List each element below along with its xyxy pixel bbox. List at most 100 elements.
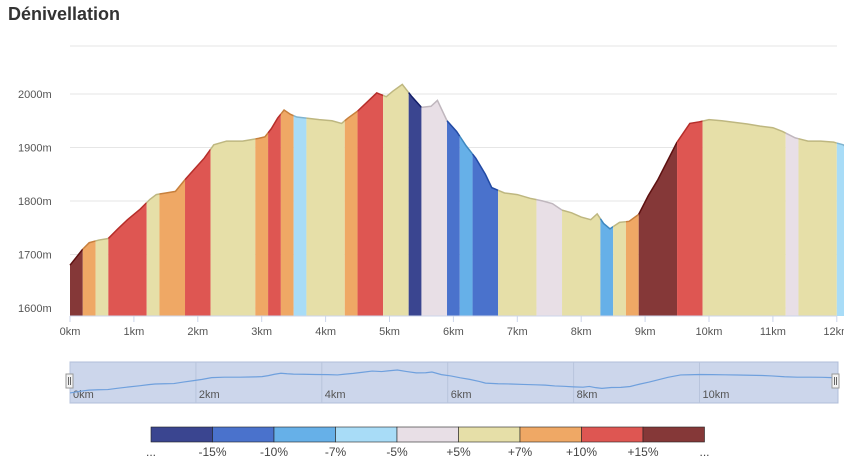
segment-outline: [785, 132, 799, 140]
legend-label: -10%: [260, 445, 288, 459]
legend-swatch: [581, 426, 644, 443]
grade-segment[interactable]: [536, 199, 563, 316]
y-tick-label: 1600m: [18, 303, 52, 315]
navigator-handle-right[interactable]: [831, 373, 840, 389]
grade-segment[interactable]: [785, 133, 799, 316]
grade-segment[interactable]: [383, 84, 409, 317]
grade-segment[interactable]: [357, 92, 384, 317]
legend: ... -15% -10% -7% -5% +5% +7% +10% +15%...: [146, 426, 710, 459]
segment-outline: [536, 198, 563, 211]
grade-segment[interactable]: [498, 190, 537, 316]
grade-segment[interactable]: [306, 118, 345, 316]
x-tick-label: 9km: [635, 326, 656, 338]
segment-outline: [836, 142, 844, 147]
grade-segment[interactable]: [677, 121, 703, 317]
x-tick-label: 7km: [507, 326, 528, 338]
segment-outline: [184, 148, 212, 181]
y-tick-label: 1800m: [18, 196, 52, 208]
grade-segment[interactable]: [421, 100, 448, 316]
navigator[interactable]: 0km 2km 4km 6km 8km 10km: [65, 361, 840, 404]
grade-segment[interactable]: [293, 115, 307, 316]
segment-outline: [638, 141, 678, 215]
grade-segment[interactable]: [185, 149, 211, 316]
y-tick-label: 2000m: [18, 89, 52, 101]
x-tick-label: 6km: [443, 326, 464, 338]
navigator-handle-left[interactable]: [65, 373, 74, 389]
legend-label: +15%: [627, 445, 658, 459]
grade-segment[interactable]: [625, 214, 639, 316]
grade-segment[interactable]: [70, 249, 83, 316]
grade-segment[interactable]: [255, 132, 269, 316]
legend-label: ...: [699, 445, 709, 459]
legend-label: +7%: [508, 445, 533, 459]
grade-segment[interactable]: [836, 143, 844, 316]
segment-outline: [702, 118, 787, 134]
grade-segment[interactable]: [268, 114, 281, 316]
elevation-area: [69, 83, 844, 317]
segment-outline: [357, 92, 384, 112]
segment-outline: [599, 218, 614, 230]
grade-segment[interactable]: [280, 110, 294, 316]
grade-segment[interactable]: [344, 111, 358, 317]
legend-swatch: [458, 426, 521, 443]
segment-outline: [82, 240, 96, 250]
x-tick-label: 11km: [760, 326, 786, 338]
x-tick-label: 10km: [696, 326, 723, 338]
navigator-tick-label: 4km: [325, 389, 346, 401]
x-tick-label: 2km: [187, 326, 208, 338]
grade-segment[interactable]: [159, 179, 186, 316]
legend-label: -5%: [386, 445, 408, 459]
y-tick-label: 1700m: [18, 250, 52, 262]
legend-swatch: [519, 426, 582, 443]
legend-label: -15%: [198, 445, 226, 459]
x-tick-label: 1km: [124, 326, 145, 338]
legend-swatch: [273, 426, 336, 443]
grade-segment[interactable]: [459, 136, 473, 316]
grade-segment[interactable]: [108, 202, 147, 316]
navigator-tick-label: 2km: [199, 389, 220, 401]
segment-outline: [612, 220, 627, 228]
segment-outline: [446, 120, 461, 137]
x-tick-label: 5km: [379, 326, 400, 338]
x-tick-label: 4km: [315, 326, 336, 338]
grade-segment[interactable]: [210, 138, 256, 316]
segment-outline: [209, 138, 256, 150]
legend-swatch: [150, 426, 213, 443]
segment-outline: [69, 248, 84, 266]
grade-segment[interactable]: [82, 240, 96, 316]
segment-outline: [471, 153, 499, 191]
segment-outline: [107, 202, 148, 239]
segment-outline: [459, 135, 474, 155]
chart-title: Dénivellation: [8, 4, 121, 24]
segment-outline: [95, 237, 109, 242]
segment-outline: [306, 117, 346, 125]
legend-label: +5%: [446, 445, 471, 459]
x-tick-label: 12km: [823, 326, 844, 338]
grade-segment[interactable]: [95, 238, 109, 316]
segment-outline: [625, 213, 640, 223]
grade-segment[interactable]: [638, 142, 678, 316]
x-tick-label: 3km: [251, 326, 272, 338]
segment-outline: [561, 209, 601, 221]
navigator-tick-label: 6km: [451, 389, 472, 401]
grade-segment[interactable]: [798, 138, 837, 316]
segment-outline: [676, 120, 703, 143]
grade-segment[interactable]: [562, 210, 601, 316]
y-tick-label: 1900m: [18, 143, 52, 155]
segment-outline: [382, 83, 410, 98]
grade-segment[interactable]: [146, 194, 160, 316]
navigator-tick-label: 8km: [577, 389, 598, 401]
grade-segment[interactable]: [613, 221, 626, 316]
grade-segment[interactable]: [408, 92, 422, 316]
grade-segment[interactable]: [600, 218, 614, 316]
legend-swatch: [396, 426, 459, 443]
navigator-tick-label: 10km: [703, 389, 730, 401]
segment-outline: [344, 110, 358, 122]
segment-outline: [497, 189, 537, 201]
legend-swatch: [335, 426, 398, 443]
grade-segment[interactable]: [472, 154, 499, 316]
grade-segment[interactable]: [702, 119, 786, 317]
grade-segment[interactable]: [447, 120, 460, 316]
navigator-selection[interactable]: [69, 361, 839, 404]
